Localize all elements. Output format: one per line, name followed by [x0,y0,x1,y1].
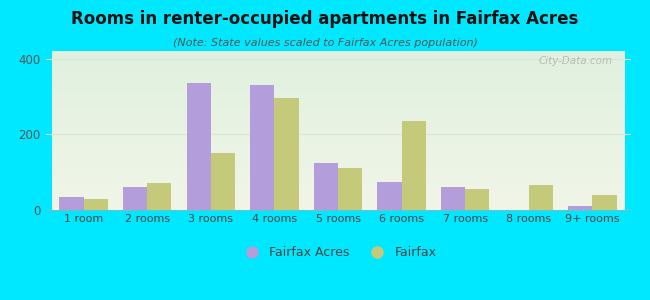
Bar [250,85,274,210]
Bar [465,189,489,210]
Bar [402,121,426,210]
Bar [528,185,553,210]
Bar [441,187,465,210]
Bar [314,163,338,210]
Bar [378,182,402,210]
Bar [274,98,298,210]
Bar [123,187,148,210]
Bar [84,199,108,210]
Bar [187,83,211,210]
Text: Rooms in renter-occupied apartments in Fairfax Acres: Rooms in renter-occupied apartments in F… [72,11,578,28]
Bar [592,195,616,210]
Text: (Note: State values scaled to Fairfax Acres population): (Note: State values scaled to Fairfax Ac… [172,38,478,47]
Bar [568,206,592,210]
Text: City-Data.com: City-Data.com [539,56,613,66]
Bar [148,183,172,210]
Bar [338,168,362,210]
Bar [60,197,84,210]
Bar [211,153,235,210]
Legend: Fairfax Acres, Fairfax: Fairfax Acres, Fairfax [234,241,442,264]
